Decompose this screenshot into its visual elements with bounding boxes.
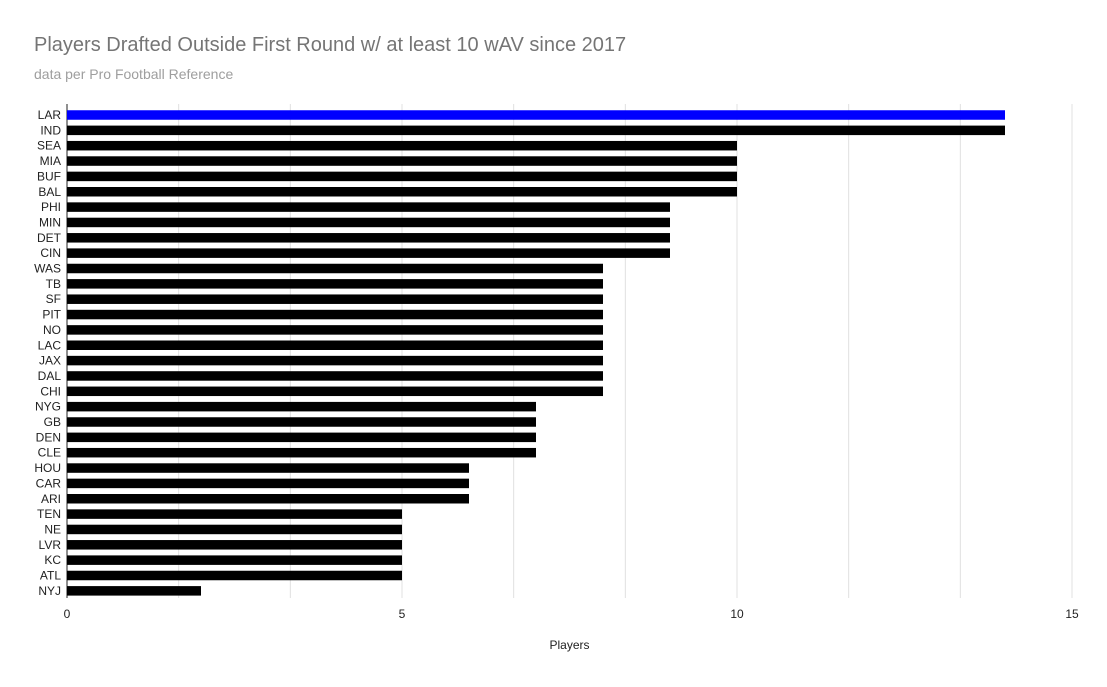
- bar-nyg: [67, 401, 536, 412]
- bar-hou: [67, 463, 469, 473]
- category-label-det: DET: [37, 231, 62, 245]
- chart-title: Players Drafted Outside First Round w/ a…: [34, 34, 627, 56]
- category-label-no: NO: [43, 323, 61, 337]
- bars: [67, 110, 1005, 596]
- category-label-hou: HOU: [34, 461, 61, 475]
- bar-atl: [67, 570, 402, 581]
- x-tick-label: 5: [399, 607, 406, 621]
- bar-den: [67, 432, 536, 443]
- category-label-sf: SF: [46, 292, 61, 306]
- category-label-car: CAR: [36, 476, 62, 490]
- category-label-was: WAS: [34, 262, 61, 276]
- chart-subtitle: data per Pro Football Reference: [34, 66, 234, 82]
- bar-cle: [67, 447, 536, 458]
- x-tick-labels: 0 5 10 15: [64, 607, 1079, 621]
- bar-sf: [67, 294, 603, 304]
- category-label-bal: BAL: [38, 185, 61, 199]
- x-axis-label: Players: [549, 638, 589, 652]
- category-label-atl: ATL: [40, 569, 61, 583]
- category-label-cle: CLE: [38, 446, 61, 460]
- category-label-den: DEN: [36, 430, 61, 444]
- category-label-kc: KC: [44, 553, 61, 567]
- bar-nyj: [67, 586, 201, 596]
- bar-lvr: [67, 540, 402, 550]
- bar-mia: [67, 156, 737, 166]
- bar-phi: [67, 202, 670, 212]
- category-label-lac: LAC: [38, 338, 62, 352]
- bar-pit: [67, 309, 603, 320]
- bar-det: [67, 233, 670, 243]
- x-tick-label: 0: [64, 607, 71, 621]
- bar-was: [67, 263, 603, 274]
- x-tick-label: 15: [1065, 607, 1079, 621]
- category-label-pit: PIT: [42, 308, 61, 322]
- category-label-cin: CIN: [40, 246, 61, 260]
- bar-gb: [67, 417, 536, 427]
- bar-bal: [67, 187, 737, 197]
- category-label-ind: IND: [40, 123, 61, 137]
- category-label-tb: TB: [46, 277, 61, 291]
- category-label-ari: ARI: [41, 492, 61, 506]
- bar-jax: [67, 355, 603, 366]
- category-label-gb: GB: [44, 415, 61, 429]
- category-label-jax: JAX: [39, 354, 61, 368]
- bar-no: [67, 325, 603, 335]
- category-label-ne: NE: [44, 522, 61, 536]
- bar-buf: [67, 171, 737, 182]
- category-label-nyj: NYJ: [38, 584, 61, 598]
- category-label-phi: PHI: [41, 200, 61, 214]
- category-label-nyg: NYG: [35, 400, 61, 414]
- category-label-lvr: LVR: [39, 538, 62, 552]
- bar-kc: [67, 555, 402, 565]
- bar-dal: [67, 371, 603, 381]
- category-label-chi: CHI: [40, 384, 61, 398]
- bar-min: [67, 217, 670, 228]
- category-label-lar: LAR: [38, 108, 62, 122]
- category-label-dal: DAL: [38, 369, 62, 383]
- x-tick-label: 10: [730, 607, 744, 621]
- bar-sea: [67, 140, 737, 151]
- bar-ind: [67, 125, 1005, 136]
- bar-cin: [67, 248, 670, 258]
- category-label-min: MIN: [39, 215, 61, 229]
- bar-lac: [67, 340, 603, 350]
- category-label-mia: MIA: [40, 154, 61, 168]
- bar-ne: [67, 524, 402, 535]
- bar-tb: [67, 279, 603, 289]
- bar-lar: [67, 110, 1005, 120]
- category-label-ten: TEN: [37, 507, 61, 521]
- bar-ten: [67, 509, 402, 519]
- bar-chi: [67, 386, 603, 397]
- bar-car: [67, 478, 469, 489]
- category-label-buf: BUF: [37, 169, 61, 183]
- category-label-sea: SEA: [37, 139, 61, 153]
- bar-ari: [67, 494, 469, 504]
